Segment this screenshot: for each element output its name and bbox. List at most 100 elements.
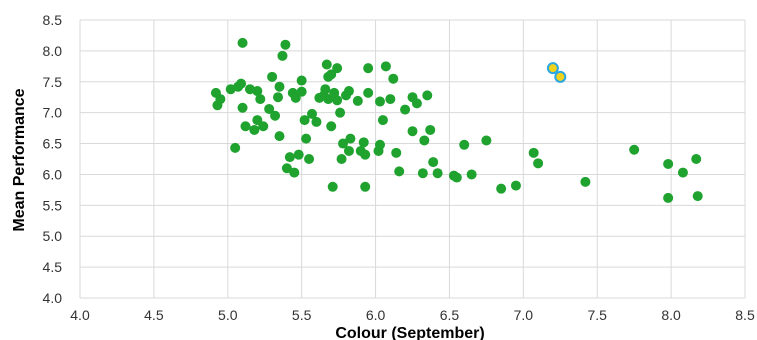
- data-point-35: [307, 108, 318, 119]
- data-point-90: [533, 158, 544, 169]
- data-point-96: [691, 154, 702, 164]
- data-point-13: [252, 86, 263, 97]
- main-series-points: [210, 37, 703, 203]
- data-point-84: [459, 139, 470, 150]
- data-point-64: [374, 139, 385, 150]
- data-point-18: [270, 110, 281, 121]
- data-point-51: [338, 138, 349, 149]
- data-point-44: [326, 69, 337, 80]
- data-point-86: [481, 135, 492, 146]
- highlight-series-points: [546, 62, 567, 83]
- data-point-36: [311, 116, 322, 127]
- data-point-68: [385, 94, 396, 105]
- data-point-93: [663, 158, 674, 169]
- y-tick-label-0: 4.0: [43, 290, 63, 306]
- data-point-6: [237, 37, 248, 48]
- data-point-33: [301, 133, 312, 144]
- data-point-66: [377, 115, 388, 126]
- data-point-75: [411, 98, 422, 109]
- data-point-15: [258, 121, 269, 132]
- data-point-40: [321, 59, 332, 70]
- data-point-53: [343, 145, 354, 156]
- x-axis-ticks: 4.0 4.5 5.0 5.5 6.0 6.5 7.0 7.5 8.0 8.5: [70, 307, 755, 323]
- y-tick-label-4: 6.0: [43, 166, 63, 182]
- data-point-2: [215, 94, 226, 105]
- data-point-23: [280, 39, 291, 50]
- data-point-58: [358, 137, 369, 148]
- data-point-14: [255, 94, 266, 105]
- data-point-71: [394, 166, 405, 177]
- x-tick-label-4: 6.0: [366, 307, 386, 323]
- data-point-92: [629, 144, 640, 155]
- data-point-22: [277, 50, 288, 61]
- x-tick-label-5: 6.5: [440, 307, 460, 323]
- grid: [79, 19, 746, 299]
- data-point-25: [284, 152, 295, 163]
- data-point-45: [327, 181, 338, 192]
- data-point-50: [336, 154, 347, 164]
- data-point-47: [332, 95, 343, 106]
- data-point-11: [249, 124, 260, 135]
- x-tick-label-7: 7.5: [587, 307, 607, 323]
- data-point-59: [360, 149, 371, 160]
- data-point-97: [692, 191, 703, 202]
- data-point-31: [296, 75, 307, 86]
- x-tick-label-2: 5.0: [218, 307, 238, 323]
- data-point-43: [326, 121, 337, 132]
- data-point-27: [289, 167, 300, 178]
- data-point-73: [407, 126, 418, 137]
- data-point-80: [428, 157, 439, 168]
- y-tick-label-9: 8.5: [43, 12, 63, 28]
- y-axis-ticks: 4.0 4.5 5.0 5.5 6.0 6.5 7.0 7.5 8.0 8.5: [43, 12, 63, 306]
- highlight-point-1: [554, 70, 567, 83]
- data-point-60: [360, 181, 371, 192]
- data-point-88: [510, 180, 521, 191]
- data-point-21: [274, 81, 285, 92]
- data-point-89: [528, 147, 539, 158]
- data-point-4: [230, 142, 241, 153]
- y-tick-label-6: 7.0: [43, 105, 63, 121]
- y-tick-label-1: 4.5: [43, 259, 63, 275]
- data-point-30: [296, 86, 307, 97]
- data-point-42: [323, 94, 334, 105]
- data-point-39: [320, 84, 331, 95]
- data-point-72: [400, 104, 411, 115]
- data-point-76: [417, 168, 428, 179]
- data-point-87: [496, 183, 507, 194]
- data-point-29: [293, 149, 304, 160]
- data-point-81: [432, 168, 443, 179]
- highlight-point-0: [546, 62, 559, 75]
- x-tick-label-6: 7.0: [514, 307, 534, 323]
- y-tick-label-8: 8.0: [43, 43, 63, 59]
- data-point-28: [290, 92, 301, 103]
- data-point-34: [304, 154, 315, 164]
- data-point-7: [236, 78, 247, 89]
- y-tick-label-5: 6.5: [43, 136, 63, 152]
- data-point-48: [332, 63, 343, 74]
- x-tick-label-3: 5.5: [292, 307, 312, 323]
- y-tick-label-7: 7.5: [43, 74, 63, 90]
- data-point-49: [335, 107, 346, 118]
- data-point-91: [580, 176, 591, 187]
- x-tick-label-1: 4.5: [144, 307, 164, 323]
- data-point-19: [273, 92, 284, 103]
- data-point-62: [363, 63, 374, 74]
- data-point-24: [281, 163, 292, 174]
- data-point-78: [422, 90, 433, 101]
- x-tick-label-0: 4.0: [70, 307, 90, 323]
- data-point-32: [299, 115, 310, 126]
- data-point-9: [240, 121, 251, 132]
- data-point-16: [264, 103, 275, 114]
- data-point-12: [252, 115, 263, 126]
- data-point-8: [237, 102, 248, 113]
- data-point-54: [343, 86, 354, 97]
- data-point-56: [352, 95, 363, 106]
- data-point-70: [391, 147, 402, 158]
- data-point-67: [380, 61, 391, 72]
- data-point-65: [374, 96, 385, 107]
- data-point-69: [388, 73, 399, 84]
- x-axis-title: Colour (September): [335, 325, 484, 340]
- data-point-83: [451, 172, 462, 183]
